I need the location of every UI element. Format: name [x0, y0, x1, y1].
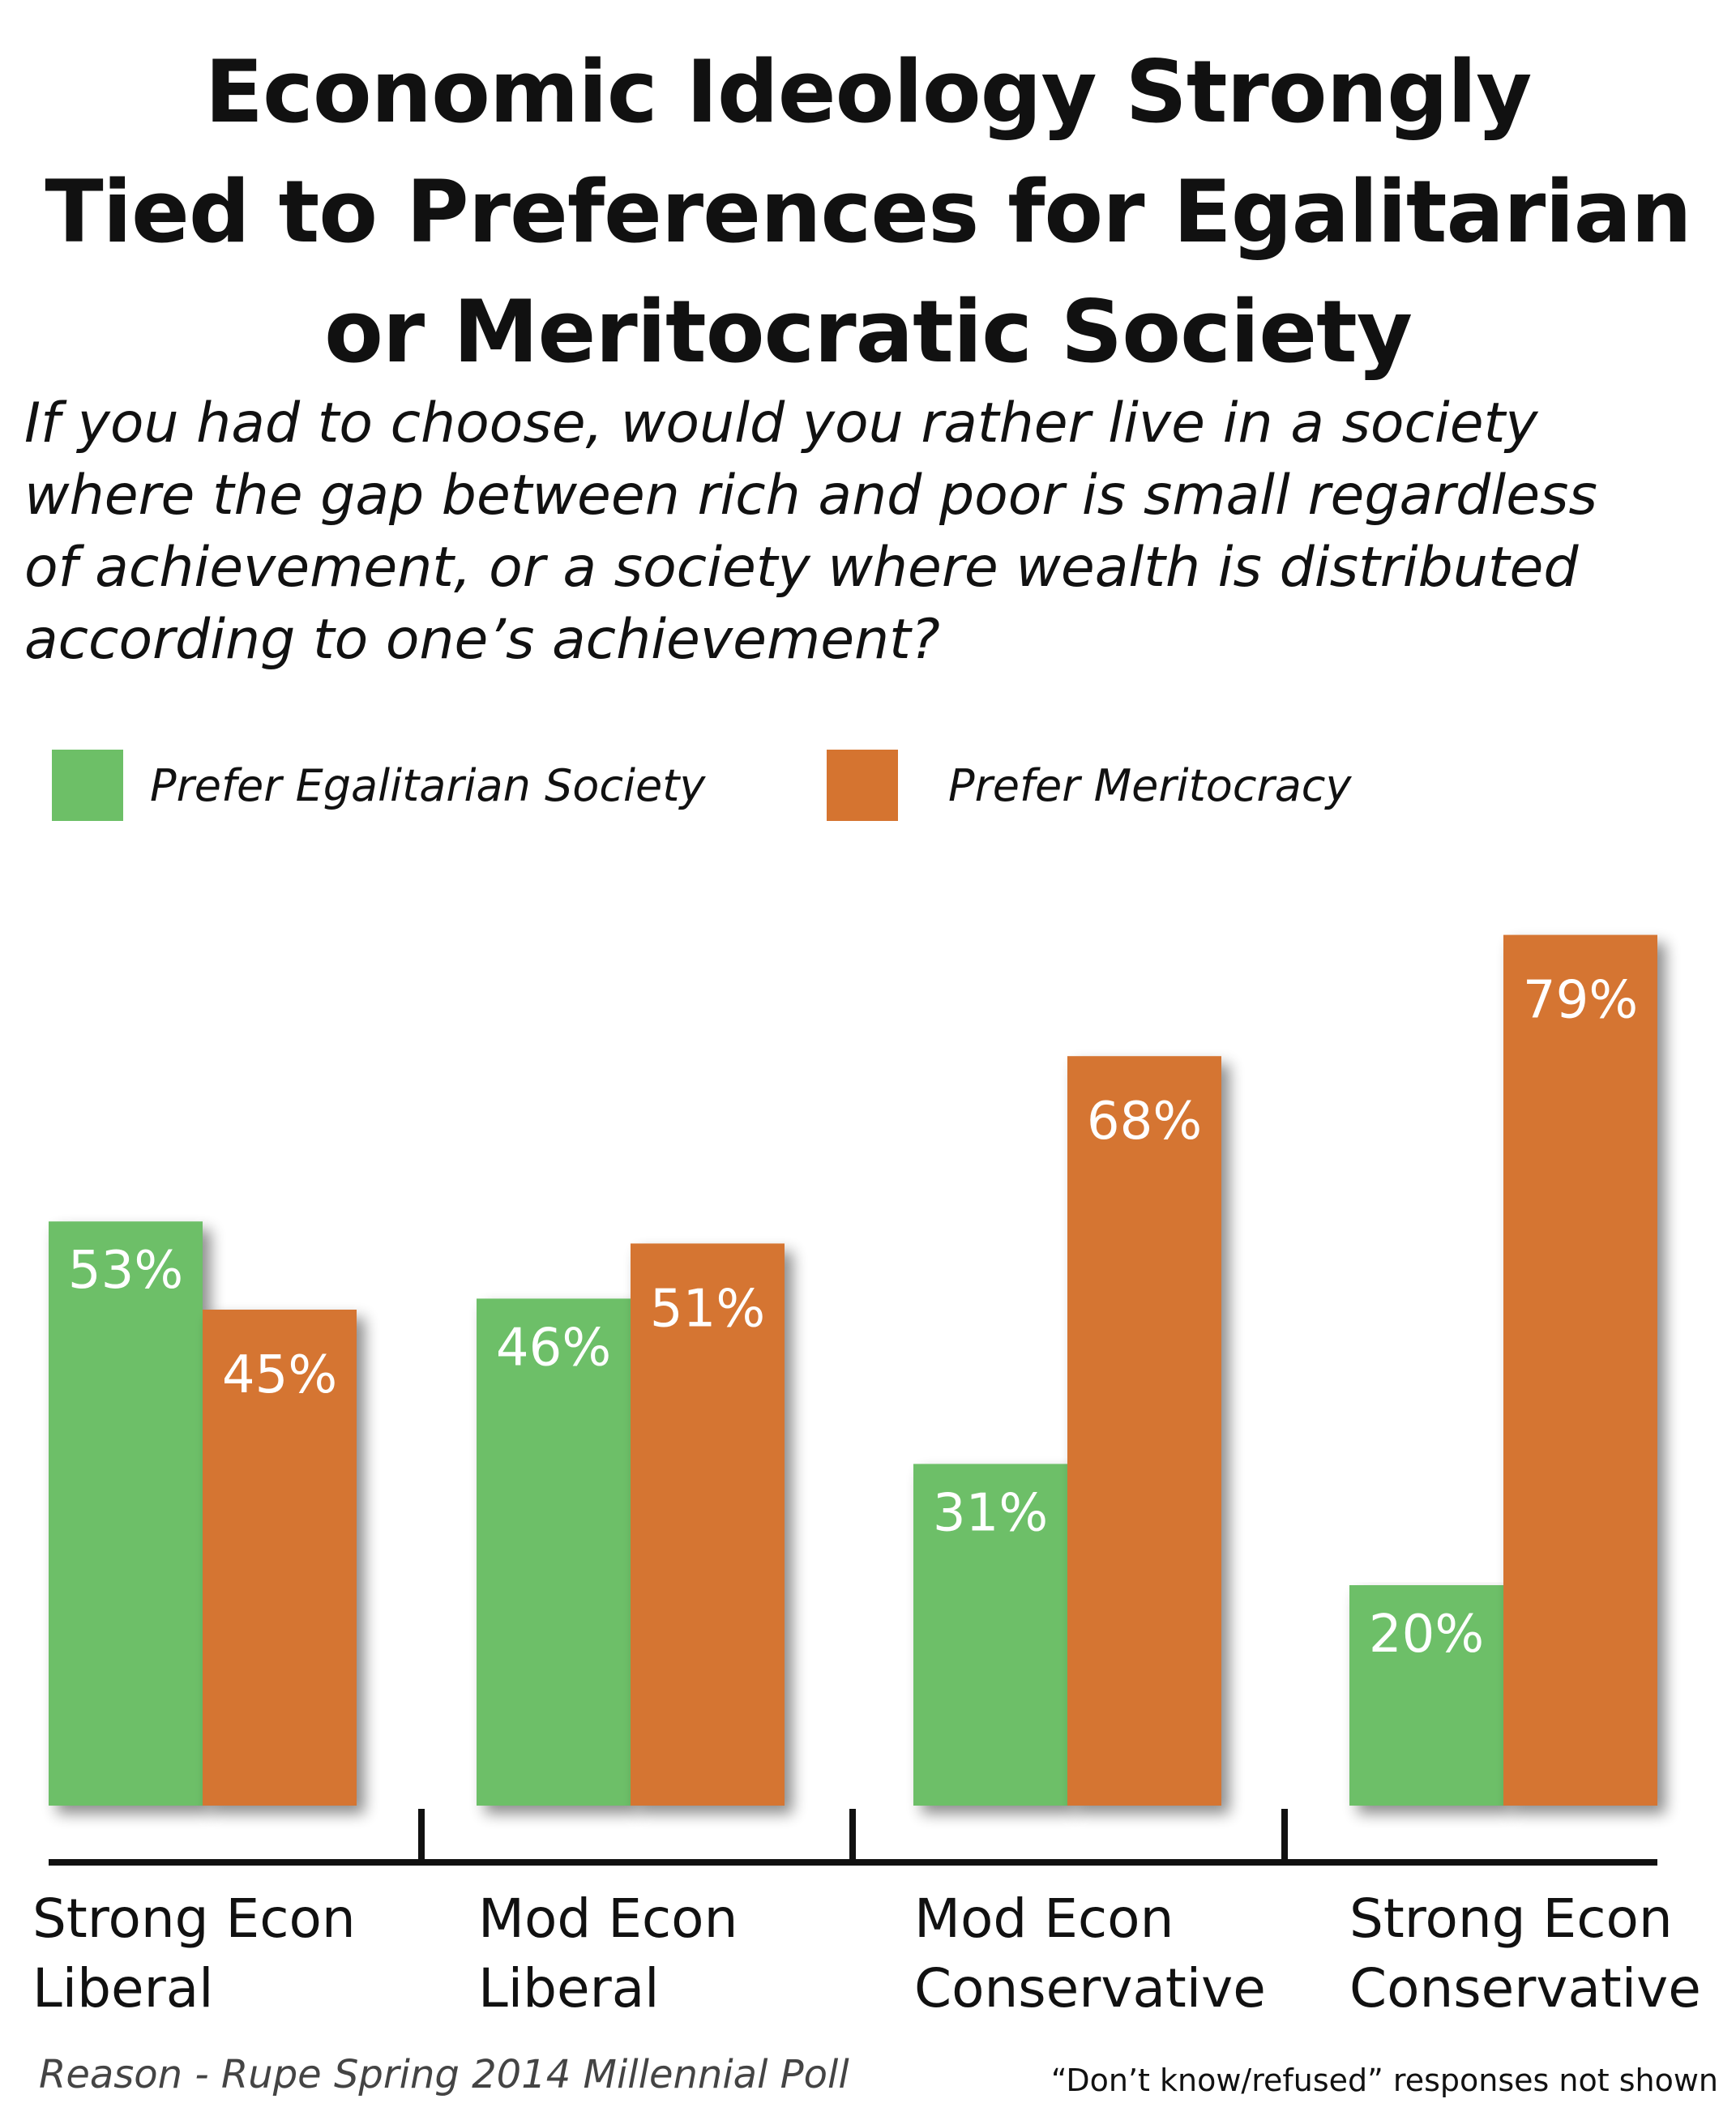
- bar-meritocracy-strong-econ-liberal: [203, 1310, 357, 1806]
- category-label-line: Conservative: [1349, 1957, 1701, 2020]
- category-label-line: Strong Econ: [32, 1887, 356, 1950]
- question-line: If you had to choose, would you rather l…: [24, 391, 1538, 455]
- chart-title-line: or Meritocratic Society: [324, 282, 1413, 382]
- footnote: “Don’t know/refused” responses not shown: [1050, 2063, 1718, 2098]
- question-line: of achievement, or a society where wealt…: [24, 536, 1579, 600]
- data-label-meritocracy-strong-econ-liberal: 45%: [222, 1345, 337, 1405]
- category-label-line: Liberal: [32, 1957, 214, 2020]
- bar-meritocracy-strong-econ-conservative: [1503, 934, 1657, 1806]
- category-label-line: Mod Econ: [478, 1887, 738, 1950]
- data-label-egalitarian-strong-econ-liberal: 53%: [68, 1241, 183, 1301]
- question-line: where the gap between rich and poor is s…: [24, 464, 1597, 528]
- legend-label-egalitarian: Prefer Egalitarian Society: [150, 760, 706, 811]
- category-label-line: Liberal: [478, 1957, 660, 2020]
- legend-swatch-meritocracy: [827, 750, 898, 821]
- category-label-line: Conservative: [914, 1957, 1266, 2020]
- legend-label-meritocracy: Prefer Meritocracy: [948, 760, 1352, 811]
- chart-title-line: Tied to Preferences for Egalitarian: [45, 162, 1691, 262]
- category-label-strong-econ-conservative: Strong Econ Conservative: [1349, 1884, 1701, 2024]
- source-credit: Reason - Rupe Spring 2014 Millennial Pol…: [39, 2052, 849, 2097]
- bar-egalitarian-strong-econ-liberal: [49, 1221, 203, 1806]
- data-label-egalitarian-strong-econ-conservative: 20%: [1369, 1605, 1484, 1665]
- data-label-egalitarian-mod-econ-conservative: 31%: [933, 1483, 1048, 1543]
- bar-meritocracy-mod-econ-liberal: [631, 1243, 785, 1806]
- category-label-line: Mod Econ: [914, 1887, 1174, 1950]
- bar-egalitarian-strong-econ-conservative: [1349, 1585, 1503, 1806]
- bar-meritocracy-mod-econ-conservative: [1067, 1056, 1221, 1806]
- chart-title-line: Economic Ideology Strongly: [204, 42, 1533, 142]
- bar-egalitarian-mod-econ-liberal: [477, 1298, 631, 1806]
- bar-egalitarian-mod-econ-conservative: [913, 1464, 1067, 1806]
- question-line: according to one’s achievement?: [24, 608, 940, 672]
- legend-swatch-egalitarian: [52, 750, 123, 821]
- category-label-mod-econ-liberal: Mod Econ Liberal: [478, 1884, 738, 2024]
- data-label-meritocracy-mod-econ-liberal: 51%: [650, 1279, 765, 1339]
- category-label-mod-econ-conservative: Mod Econ Conservative: [914, 1884, 1266, 2024]
- data-label-meritocracy-mod-econ-conservative: 68%: [1087, 1092, 1202, 1152]
- chart-question: If you had to choose, would you rather l…: [24, 387, 1726, 676]
- chart-title: Economic Ideology Strongly Tied to Prefe…: [0, 32, 1736, 392]
- data-label-meritocracy-strong-econ-conservative: 79%: [1523, 971, 1638, 1031]
- category-label-strong-econ-liberal: Strong Econ Liberal: [32, 1884, 356, 2024]
- category-label-line: Strong Econ: [1349, 1887, 1673, 1950]
- data-label-egalitarian-mod-econ-liberal: 46%: [496, 1318, 611, 1378]
